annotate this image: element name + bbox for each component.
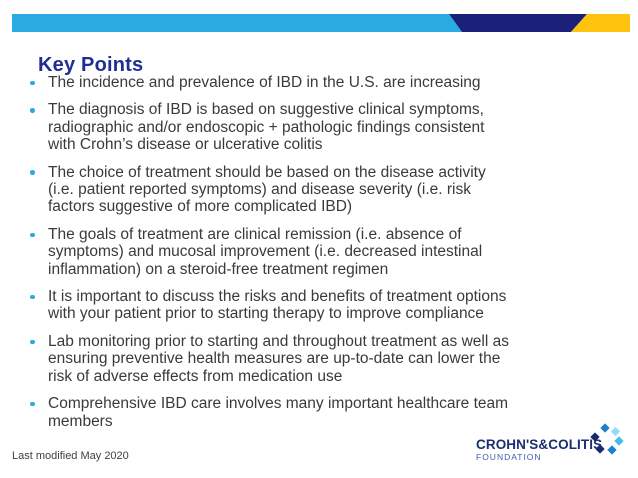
list-item: Lab monitoring prior to starting and thr…	[27, 333, 625, 385]
logo-subtitle: FOUNDATION	[476, 452, 542, 462]
page-title: Key Points	[38, 54, 144, 77]
last-modified-note: Last modified May 2020	[12, 450, 129, 462]
logo-wordmark: CROHN'S&COLITIS	[476, 437, 603, 452]
list-item: The diagnosis of IBD is based on suggest…	[27, 101, 625, 153]
header-accent-bar	[12, 14, 630, 32]
list-item: Comprehensive IBD care involves many imp…	[27, 395, 625, 430]
header-bar-navy-segment	[449, 14, 587, 32]
header-bar-cyan-segment	[12, 14, 462, 32]
list-item: It is important to discuss the risks and…	[27, 288, 625, 323]
list-item: The goals of treatment are clinical remi…	[27, 226, 625, 278]
foundation-starburst-icon	[590, 423, 624, 455]
key-points-list: The incidence and prevalence of IBD in t…	[27, 74, 625, 440]
crohns-colitis-foundation-logo: CROHN'S&COLITIS FOUNDATION	[476, 422, 632, 466]
list-item: The choice of treatment should be based …	[27, 164, 625, 216]
header-bar-gold-segment	[571, 14, 630, 32]
list-item: The incidence and prevalence of IBD in t…	[27, 74, 625, 91]
